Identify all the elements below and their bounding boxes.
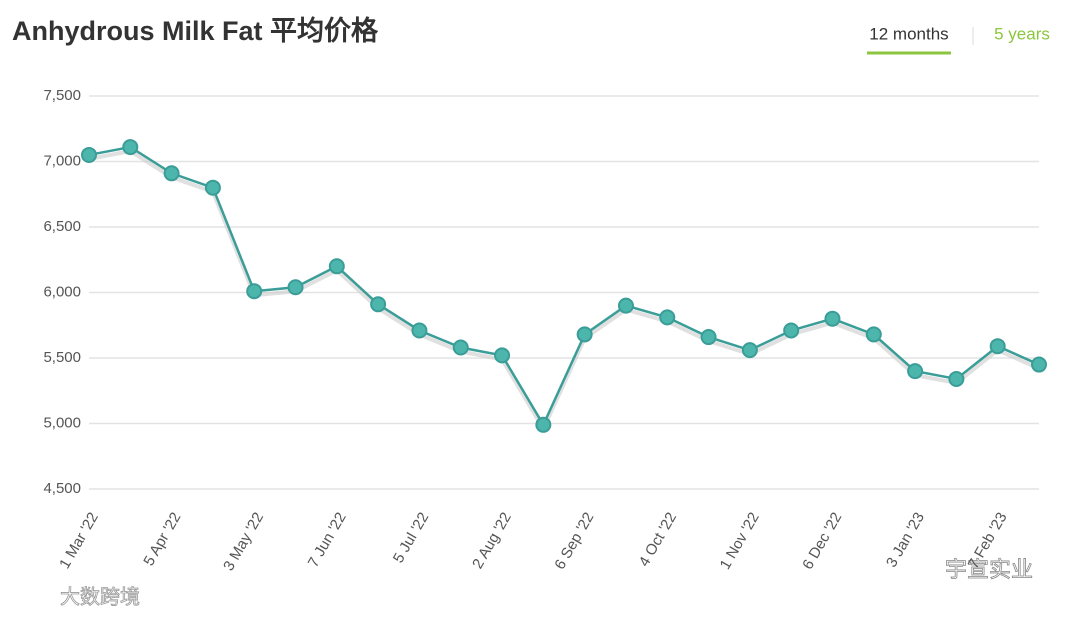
marker	[81, 146, 97, 163]
marker	[576, 326, 593, 343]
marker	[370, 296, 387, 313]
chart-title: Anhydrous Milk Fat 平均价格	[12, 16, 379, 46]
watermark: 宇宣实业	[945, 557, 1033, 582]
x-tick-label: 3 Jan '23	[883, 509, 928, 570]
watermark: 大数跨境	[60, 585, 140, 608]
marker	[328, 258, 345, 275]
marker	[824, 310, 841, 327]
marker	[948, 370, 965, 387]
marker	[700, 329, 717, 346]
marker	[741, 342, 758, 359]
marker	[659, 309, 676, 326]
y-tick-label: 4,500	[43, 480, 81, 497]
y-tick-label: 7,000	[43, 152, 81, 169]
marker	[287, 279, 304, 296]
marker	[989, 338, 1006, 355]
marker	[246, 283, 263, 300]
y-tick-label: 5,000	[43, 414, 81, 431]
marker	[907, 363, 924, 380]
x-tick-label: 7 Jun '22	[305, 509, 350, 570]
marker	[163, 165, 180, 182]
x-tick-label: 1 Nov '22	[717, 509, 763, 572]
marker	[452, 339, 469, 356]
x-tick-label: 2 Aug '22	[469, 509, 515, 571]
tab[interactable]: 5 years	[994, 24, 1050, 43]
marker	[865, 326, 882, 343]
plot: 4,500 5,000 5,500 6,000 6,500 7,000 7,500 1 Mar…	[43, 87, 1047, 574]
x-tick-label: 1 Mar '22	[56, 509, 102, 571]
marker	[122, 139, 139, 156]
x-tick-label: 5 Apr '22	[140, 509, 184, 568]
y-tick-label: 6,000	[43, 283, 81, 300]
line	[88, 145, 1040, 428]
x-tick-label: 6 Sep '22	[551, 509, 597, 572]
line-shadow	[88, 148, 1040, 434]
x-tick-label: 5 Jul '22	[390, 509, 432, 565]
marker	[535, 416, 552, 433]
marker	[204, 179, 221, 196]
y-tick-label: 5,500	[43, 349, 81, 366]
y-tick-label: 6,500	[43, 218, 81, 235]
marker	[494, 347, 511, 364]
x-tick-label: 3 May '22	[220, 509, 267, 573]
tab[interactable]: 12 months	[869, 24, 948, 43]
marker	[1031, 356, 1047, 373]
marker	[783, 322, 800, 339]
y-tick-label: 7,500	[43, 87, 81, 104]
x-tick-label: 4 Oct '22	[636, 509, 681, 569]
x-tick-label: 6 Dec '22	[799, 509, 845, 572]
marker	[411, 322, 428, 339]
marker	[617, 297, 634, 314]
